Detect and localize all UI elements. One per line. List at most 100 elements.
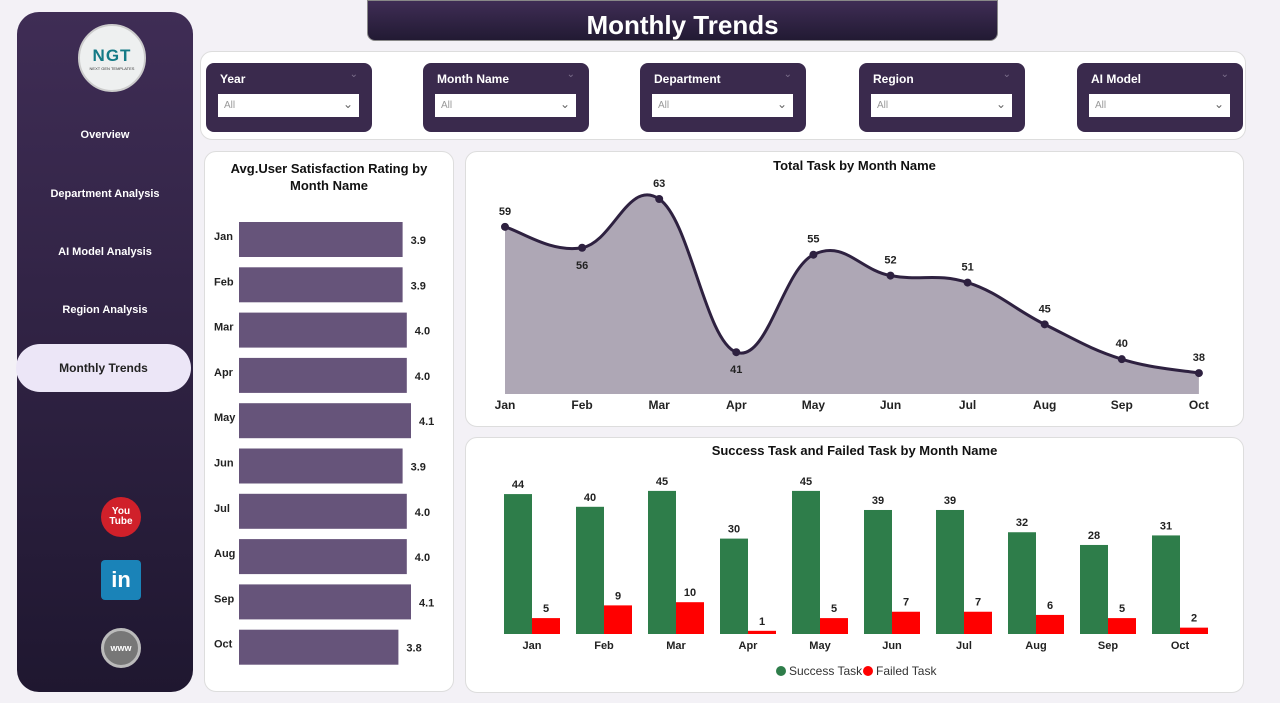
data-label: 5: [543, 603, 549, 615]
data-point: [501, 222, 509, 231]
data-label: 3.9: [411, 235, 426, 247]
x-tick-label: Jan: [495, 398, 516, 412]
chevron-down-icon[interactable]: ⌄: [1220, 69, 1229, 80]
filter-label: Department: [654, 72, 721, 86]
ngt-logo: NGT NEXT GEN TEMPLATES: [78, 24, 146, 92]
data-label: 32: [1016, 517, 1028, 529]
nav-monthly-trends[interactable]: Monthly Trends: [16, 344, 191, 392]
x-tick-label: Jun: [882, 640, 902, 652]
nav-ai-model-analysis[interactable]: AI Model Analysis: [58, 246, 152, 258]
data-point: [1117, 355, 1126, 364]
x-tick-label: Aug: [1025, 640, 1046, 652]
area-fill: [505, 194, 1199, 394]
data-label: 7: [975, 597, 981, 609]
success-bar-jan: [504, 494, 532, 634]
data-label: 45: [800, 476, 812, 488]
x-tick-label: Jan: [523, 640, 542, 652]
youtube-icon[interactable]: You Tube: [101, 497, 141, 537]
legend-marker: [776, 666, 786, 676]
filter-value: All: [441, 100, 453, 111]
data-label: 56: [576, 260, 588, 272]
sidebar: NGT NEXT GEN TEMPLATES Overview Departmen…: [16, 12, 193, 692]
logo-text: NGT: [92, 45, 132, 65]
success-failed-chart-title: Success Task and Failed Task by Month Na…: [711, 443, 998, 458]
chevron-down-icon[interactable]: ⌄: [349, 69, 358, 80]
failed-bar-sep: [1108, 618, 1136, 634]
filter-value: All: [224, 100, 236, 111]
filter-dropdown[interactable]: All ⌄: [435, 94, 576, 117]
data-label: 38: [1193, 352, 1205, 364]
data-point: [655, 195, 664, 203]
filter-dropdown[interactable]: All ⌄: [218, 94, 359, 117]
filter-region[interactable]: Region ⌄ All ⌄: [859, 63, 1025, 132]
filter-year[interactable]: Year ⌄ All ⌄: [206, 63, 372, 132]
bar-jul: [239, 493, 407, 529]
chevron-down-icon[interactable]: ⌄: [783, 69, 792, 80]
data-label: 1: [759, 616, 765, 628]
failed-bar-jun: [892, 611, 920, 634]
nav-overview[interactable]: Overview: [80, 129, 130, 141]
filter-label: Year: [220, 72, 246, 86]
x-tick-label: Mar: [666, 640, 686, 652]
data-label: 39: [944, 495, 956, 507]
bar-jun: [239, 448, 403, 484]
data-label: 51: [961, 262, 973, 274]
x-tick-label: Oct: [1171, 640, 1190, 652]
data-label: 59: [499, 206, 511, 218]
success-bar-jul: [936, 509, 964, 634]
success-bar-may: [792, 490, 820, 634]
data-point: [886, 271, 895, 280]
x-tick-label: Sep: [1111, 398, 1133, 412]
nav-department-analysis[interactable]: Department Analysis: [50, 188, 160, 200]
filter-dropdown[interactable]: All ⌄: [652, 94, 793, 117]
data-label: 7: [903, 597, 909, 609]
data-label: 44: [512, 479, 525, 491]
total-task-chart-card: Total Task by Month Name 59 Jan 56 Feb 63 Mar…: [465, 151, 1244, 427]
satisfaction-chart-card: Avg.User Satisfaction Rating by Month Na…: [204, 151, 454, 692]
data-label: 3.9: [411, 462, 426, 474]
bar-apr: [239, 357, 407, 393]
category-label: Jan: [214, 231, 233, 243]
filter-department[interactable]: Department ⌄ All ⌄: [640, 63, 806, 132]
filter-dropdown[interactable]: All ⌄: [871, 94, 1012, 117]
data-label: 55: [807, 234, 819, 246]
x-tick-label: Jul: [956, 640, 972, 652]
data-point: [1040, 320, 1049, 329]
success-bar-mar: [648, 490, 676, 634]
failed-bar-mar: [676, 602, 704, 634]
chevron-down-icon[interactable]: ⌄: [566, 69, 575, 80]
series-line: [504, 193, 1200, 375]
linkedin-icon[interactable]: in: [101, 560, 141, 600]
bar-jan: [239, 222, 403, 257]
x-tick-label: May: [802, 398, 826, 412]
data-point: [963, 278, 972, 287]
data-label: 40: [584, 492, 596, 504]
logo-subtitle: NEXT GEN TEMPLATES: [89, 65, 135, 71]
total-task-area-chart: 59 Jan 56 Feb 63 Mar 41 Apr 55 May 52 Jun 51 Jul 45 Aug…: [495, 178, 1209, 412]
data-label: 45: [656, 476, 668, 488]
filter-label: Region: [873, 72, 914, 86]
data-label: 4.1: [419, 416, 434, 428]
filter-value: All: [877, 100, 889, 111]
x-tick-label: Jun: [880, 398, 901, 412]
filter-ai-model[interactable]: AI Model ⌄ All ⌄: [1077, 63, 1243, 132]
failed-bar-apr: [748, 630, 776, 634]
data-label: 3.8: [406, 643, 421, 655]
nav-region-analysis[interactable]: Region Analysis: [62, 304, 148, 316]
chevron-down-icon[interactable]: ⌄: [1002, 69, 1011, 80]
filter-month-name[interactable]: Month Name ⌄ All ⌄: [423, 63, 589, 132]
data-label: 4.0: [415, 326, 430, 338]
filter-bar: Year ⌄ All ⌄ Month Name ⌄ All ⌄ Department ⌄ All ⌄ R…: [200, 51, 1246, 140]
data-label: 31: [1160, 520, 1172, 532]
success-bar-aug: [1008, 532, 1036, 634]
success-bar-jun: [864, 509, 892, 634]
data-label: 6: [1047, 600, 1053, 612]
globe-icon[interactable]: www: [101, 628, 141, 668]
data-point: [578, 243, 587, 252]
category-label: Jul: [214, 503, 230, 515]
x-tick-label: Feb: [571, 398, 592, 412]
data-label: 28: [1088, 530, 1100, 542]
failed-bar-may: [820, 618, 848, 634]
filter-dropdown[interactable]: All ⌄: [1089, 94, 1230, 117]
x-tick-label: May: [809, 640, 831, 652]
